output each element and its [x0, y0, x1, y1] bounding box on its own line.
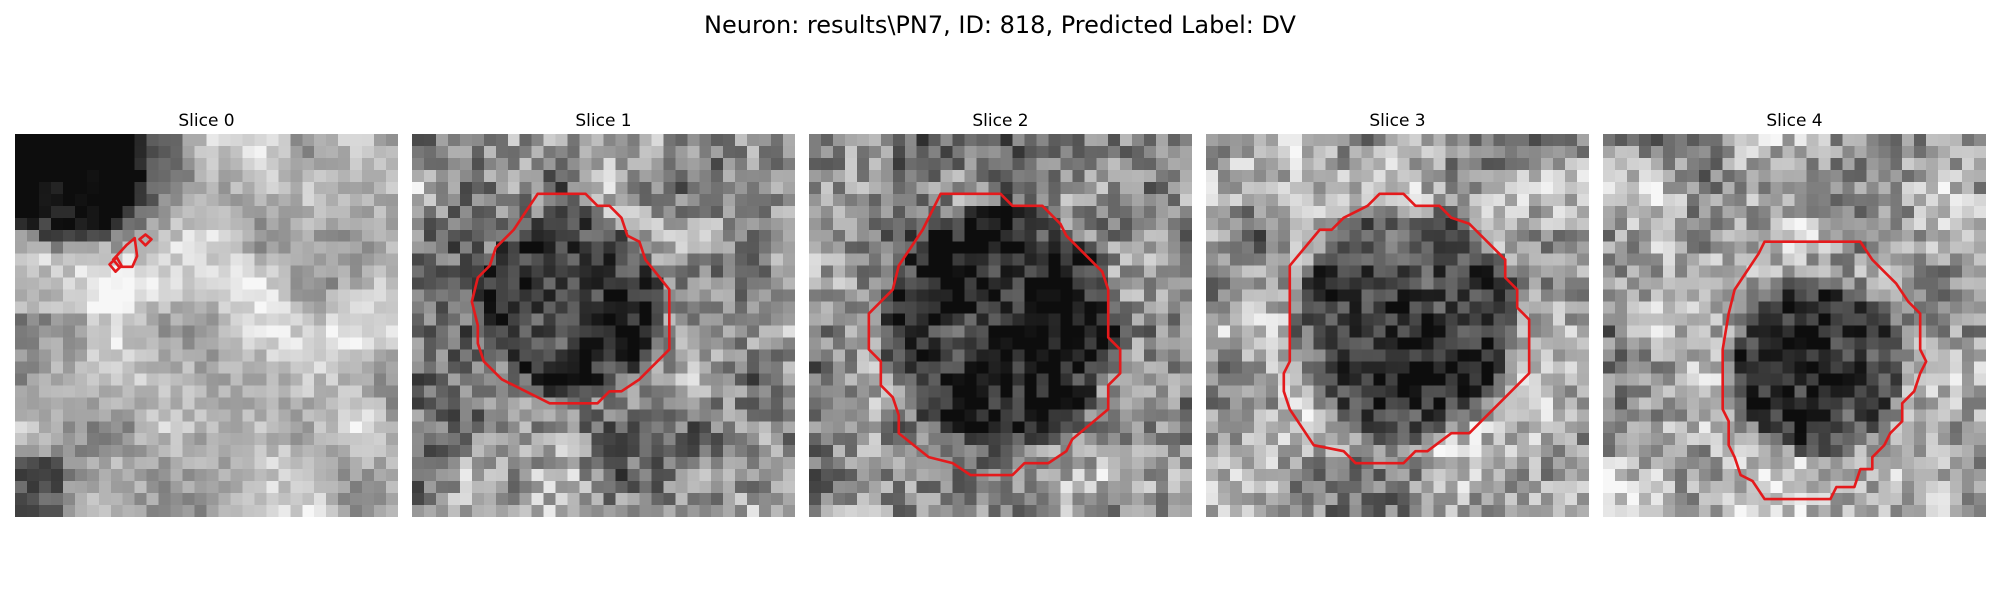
slice-image — [15, 134, 398, 517]
neuron-contour — [1721, 240, 1928, 501]
slice-title: Slice 2 — [972, 111, 1029, 131]
neuron-contour — [867, 192, 1122, 477]
neuron-contour — [1282, 192, 1531, 465]
slice-image — [1603, 134, 1986, 517]
slice-title: Slice 1 — [575, 111, 632, 131]
figure-title: Neuron: results\PN7, ID: 818, Predicted … — [704, 11, 1296, 39]
slice-title: Slice 4 — [1766, 111, 1823, 131]
slice-image — [1206, 134, 1589, 517]
neuron-contour — [108, 233, 153, 273]
slice-panel-4: Slice 4 — [1603, 110, 1986, 535]
slice-panel-3: Slice 3 — [1206, 110, 1589, 535]
slice-panel-1: Slice 1 — [412, 110, 795, 535]
slice-image — [809, 134, 1192, 517]
slice-panel-2: Slice 2 — [809, 110, 1192, 535]
slice-title: Slice 3 — [1369, 111, 1426, 131]
slice-title: Slice 0 — [178, 111, 235, 131]
slice-panel-0: Slice 0 — [15, 110, 398, 535]
slice-image — [412, 134, 795, 517]
neuron-contour — [470, 192, 671, 405]
